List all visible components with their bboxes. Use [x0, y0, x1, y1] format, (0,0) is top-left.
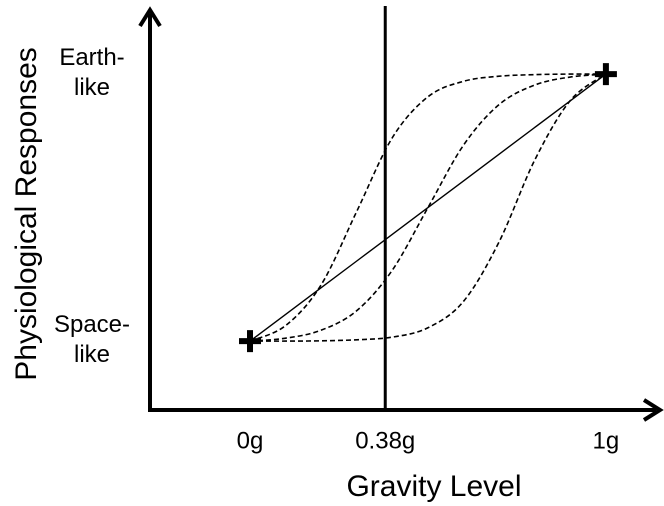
- dashed-curve: [249, 73, 606, 342]
- endpoint-marker: [239, 330, 262, 353]
- x-tick-label: 0g: [237, 427, 264, 454]
- y-axis-arrow: [138, 6, 162, 28]
- x-axis-label: Gravity Level: [346, 470, 521, 503]
- y-tick-label: Space-like: [54, 311, 130, 368]
- x-tick-label: 0.38g: [355, 427, 415, 454]
- dashed-curve: [250, 73, 607, 342]
- y-tick-label: Earth-like: [59, 44, 124, 101]
- x-axis-arrow: [642, 398, 664, 422]
- x-tick-label: 1g: [593, 427, 620, 454]
- y-axis-label: Physiological Responses: [10, 47, 43, 381]
- solid-line: [249, 73, 607, 342]
- endpoint-marker: [594, 63, 617, 86]
